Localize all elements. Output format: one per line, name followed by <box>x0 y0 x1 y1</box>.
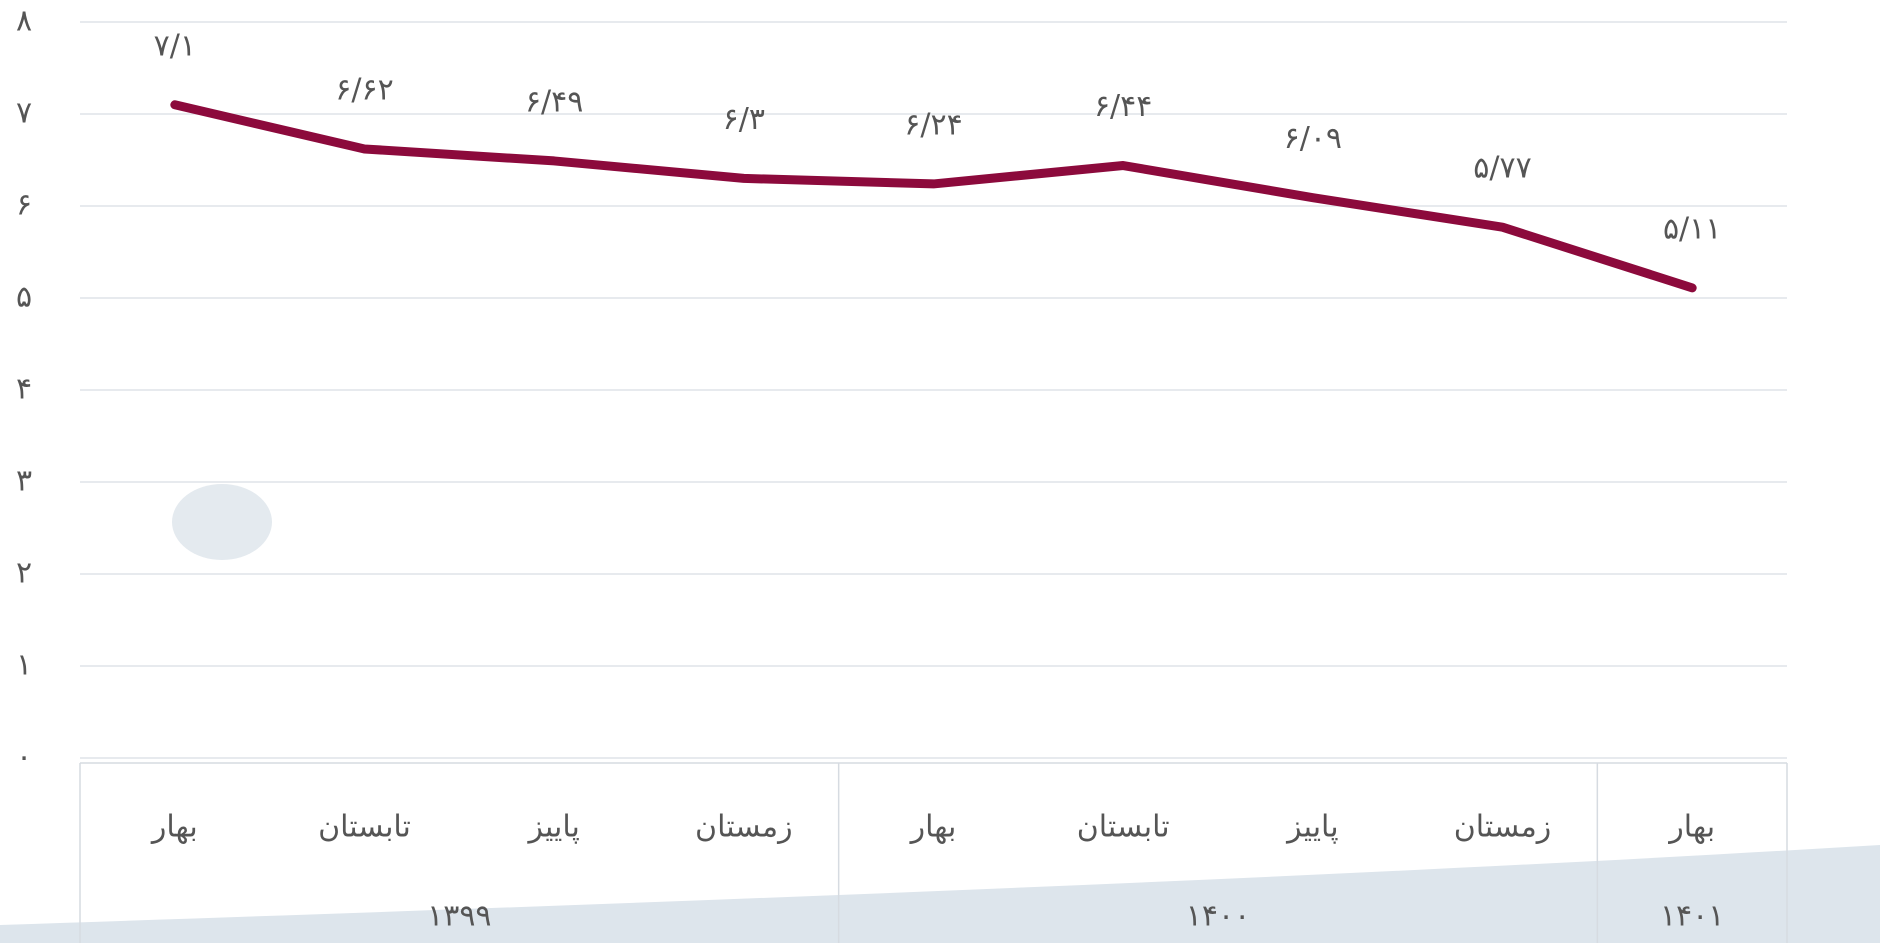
group-label: ۱۴۰۱ <box>1660 899 1724 934</box>
y-tick-label: ۷ <box>16 96 32 131</box>
x-tick-label: پاییز <box>1285 810 1338 845</box>
x-tick-label: تابستان <box>318 810 411 845</box>
group-label: ۱۳۹۹ <box>427 899 491 934</box>
data-label: ۶/۲۴ <box>904 107 962 142</box>
page: ۰ ۱ ۲ ۳ ۴ ۵ ۶ ۷ ۸ بهار تابستان پاییز زمستان ۱۳۹۹ بهار ت… <box>0 0 1880 943</box>
background-shape <box>172 484 272 560</box>
y-tick-label: ۸ <box>16 4 32 39</box>
x-tick-label: پاییز <box>526 810 579 845</box>
group-label: ۱۴۰۰ <box>1186 899 1250 934</box>
x-tick-label: بهار <box>1667 810 1715 845</box>
data-label: ۵/۱۱ <box>1663 211 1721 246</box>
y-tick-label: ۶ <box>16 188 32 223</box>
data-label: ۶/۰۹ <box>1284 121 1342 156</box>
y-tick-label: ۲ <box>16 556 32 591</box>
data-label: ۶/۴۴ <box>1094 89 1152 124</box>
data-label: ۶/۶۲ <box>335 72 393 107</box>
data-label: ۵/۷۷ <box>1473 151 1531 186</box>
y-tick-label: ۰ <box>16 740 32 775</box>
x-tick-label: بهار <box>909 810 957 845</box>
y-tick-label: ۵ <box>16 280 32 315</box>
y-tick-label: ۱ <box>16 648 32 683</box>
x-tick-label: زمستان <box>695 810 793 845</box>
x-tick-label: بهار <box>150 810 198 845</box>
y-tick-label: ۳ <box>16 464 32 499</box>
y-tick-label: ۴ <box>16 372 32 407</box>
x-tick-label: زمستان <box>1454 810 1552 845</box>
data-label: ۷/۱ <box>154 28 196 63</box>
chart: ۰ ۱ ۲ ۳ ۴ ۵ ۶ ۷ ۸ بهار تابستان پاییز زمستان ۱۳۹۹ بهار ت… <box>0 0 1880 943</box>
data-label: ۶/۳ <box>723 102 765 137</box>
x-tick-label: تابستان <box>1077 810 1170 845</box>
data-label: ۶/۴۹ <box>525 84 583 119</box>
